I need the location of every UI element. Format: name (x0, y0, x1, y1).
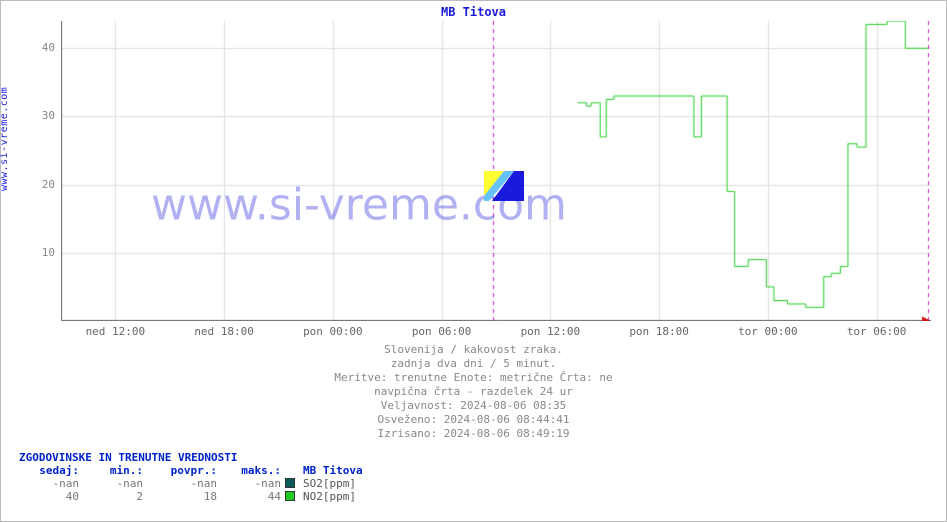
footer-line: Veljavnost: 2024-08-06 08:35 (1, 399, 946, 413)
x-tick-label: tor 00:00 (738, 325, 798, 338)
table-header-cell: sedaj: (19, 464, 83, 477)
table-cell: 18 (147, 490, 221, 503)
x-tick-label: pon 00:00 (303, 325, 363, 338)
legend-swatch-icon (285, 491, 295, 501)
table-header-row: sedaj:min.:povpr.:maks.: MB Titova (19, 464, 363, 477)
x-tick-label: tor 06:00 (847, 325, 907, 338)
y-axis-label: www.si-vreme.com (0, 87, 10, 191)
x-tick-label: pon 06:00 (412, 325, 472, 338)
table-cell: -nan (19, 477, 83, 490)
table-cell: 2 (83, 490, 147, 503)
chart-footer: Slovenija / kakovost zraka.zadnja dva dn… (1, 343, 946, 441)
history-table: ZGODOVINSKE IN TRENUTNE VREDNOSTI sedaj:… (19, 451, 363, 503)
x-tick-label: pon 18:00 (629, 325, 689, 338)
y-tick-label: 30 (31, 109, 55, 122)
legend-title: MB Titova (303, 464, 363, 477)
x-tick-label: pon 12:00 (520, 325, 580, 338)
table-header-cell: maks.: (221, 464, 285, 477)
footer-line: Osveženo: 2024-08-06 08:44:41 (1, 413, 946, 427)
footer-line: zadnja dva dni / 5 minut. (1, 357, 946, 371)
table-cell: -nan (83, 477, 147, 490)
table-header-cell: povpr.: (147, 464, 221, 477)
page-container: MB Titova www.si-vreme.com www.si-vreme.… (0, 0, 947, 522)
x-tick-label: ned 12:00 (85, 325, 145, 338)
footer-line: Meritve: trenutne Enote: metrične Črta: … (1, 371, 946, 385)
table-cell: -nan (147, 477, 221, 490)
y-tick-label: 10 (31, 246, 55, 259)
table-cell: 44 (221, 490, 285, 503)
footer-line: navpična črta - razdelek 24 ur (1, 385, 946, 399)
watermark-logo-icon (484, 171, 524, 201)
legend-label: NO2[ppm] (303, 490, 356, 503)
plot-area: www.si-vreme.com (61, 21, 931, 321)
chart-title: MB Titova (1, 5, 946, 19)
legend-swatch-icon (285, 478, 295, 488)
y-tick-label: 40 (31, 41, 55, 54)
x-tick-label: ned 18:00 (194, 325, 254, 338)
footer-line: Izrisano: 2024-08-06 08:49:19 (1, 427, 946, 441)
table-header-cell: min.: (83, 464, 147, 477)
y-tick-label: 20 (31, 178, 55, 191)
table-row: -nan-nan-nan-nanSO2[ppm] (19, 477, 363, 490)
table-row: 4021844 NO2[ppm] (19, 490, 363, 503)
table-cell: 40 (19, 490, 83, 503)
table-cell: -nan (221, 477, 285, 490)
table-title: ZGODOVINSKE IN TRENUTNE VREDNOSTI (19, 451, 363, 464)
footer-line: Slovenija / kakovost zraka. (1, 343, 946, 357)
table-body: -nan-nan-nan-nanSO2[ppm]4021844NO2[ppm] (19, 477, 363, 503)
legend-label: SO2[ppm] (303, 477, 356, 490)
